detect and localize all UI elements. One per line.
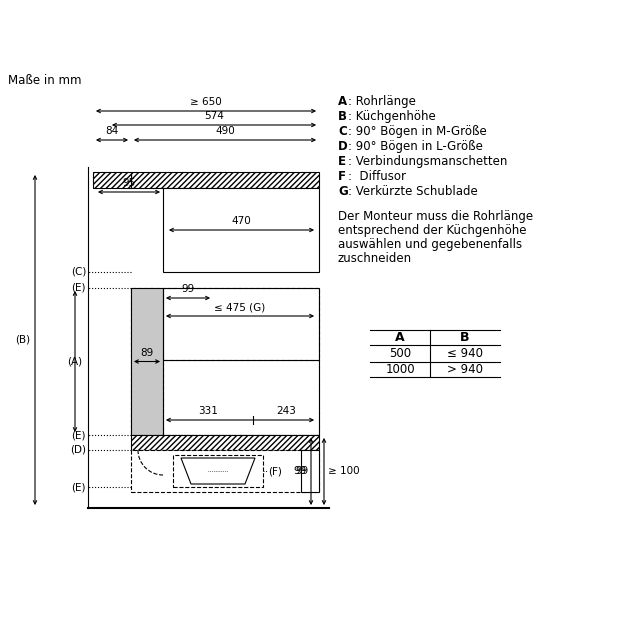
Text: D: D xyxy=(338,140,348,153)
Text: : 90° Bögen in M-Größe: : 90° Bögen in M-Größe xyxy=(348,125,487,138)
Text: G: G xyxy=(338,185,348,198)
Text: 99: 99 xyxy=(296,467,309,477)
Bar xyxy=(131,172,319,188)
Text: ≥ 100: ≥ 100 xyxy=(328,467,360,477)
Bar xyxy=(163,188,319,272)
Bar xyxy=(131,288,163,435)
Polygon shape xyxy=(181,458,255,484)
Text: (B): (B) xyxy=(15,335,30,345)
Text: :  Diffusor: : Diffusor xyxy=(348,170,406,183)
Text: 89: 89 xyxy=(140,348,154,358)
Text: : Küchgenhöhe: : Küchgenhöhe xyxy=(348,110,436,123)
Text: 470: 470 xyxy=(232,216,252,226)
Text: A: A xyxy=(395,331,405,344)
Text: (F): (F) xyxy=(268,466,282,476)
Text: Maße in mm: Maße in mm xyxy=(8,74,81,86)
Text: 99: 99 xyxy=(181,284,195,294)
Text: : Rohrlänge: : Rohrlänge xyxy=(348,95,416,108)
Text: ≤ 940: ≤ 940 xyxy=(447,347,483,360)
Text: 1000: 1000 xyxy=(385,363,415,376)
Bar xyxy=(93,172,131,188)
Text: (A): (A) xyxy=(67,356,83,367)
Text: : 90° Bögen in L-Größe: : 90° Bögen in L-Größe xyxy=(348,140,483,153)
Text: (D): (D) xyxy=(70,445,86,455)
Text: (C): (C) xyxy=(70,267,86,277)
Text: 99: 99 xyxy=(294,467,307,477)
Text: 84: 84 xyxy=(106,126,118,136)
Bar xyxy=(173,455,263,487)
Text: : Verkürzte Schublade: : Verkürzte Schublade xyxy=(348,185,477,198)
Bar xyxy=(131,435,319,450)
Text: 574: 574 xyxy=(204,111,224,121)
Bar xyxy=(163,288,319,360)
Text: ≤ 475 (G): ≤ 475 (G) xyxy=(214,302,266,312)
Text: Der Monteur muss die Rohrlänge: Der Monteur muss die Rohrlänge xyxy=(338,210,533,223)
Text: ≥ 650: ≥ 650 xyxy=(190,97,222,107)
Text: 95: 95 xyxy=(122,178,136,188)
Bar xyxy=(301,450,319,492)
Text: : Verbindungsmanschetten: : Verbindungsmanschetten xyxy=(348,155,508,168)
Text: entsprechend der Küchgenhöhe: entsprechend der Küchgenhöhe xyxy=(338,224,527,237)
Bar xyxy=(131,288,319,435)
Text: (E): (E) xyxy=(72,430,86,440)
Text: 490: 490 xyxy=(215,126,235,136)
Bar xyxy=(131,450,319,492)
Text: 500: 500 xyxy=(389,347,411,360)
Text: C: C xyxy=(338,125,347,138)
Text: B: B xyxy=(338,110,347,123)
Text: > 940: > 940 xyxy=(447,363,483,376)
Text: 331: 331 xyxy=(198,406,218,416)
Text: auswählen und gegebenenfalls: auswählen und gegebenenfalls xyxy=(338,238,522,251)
Text: B: B xyxy=(460,331,470,344)
Bar xyxy=(163,360,319,435)
Text: (E): (E) xyxy=(72,283,86,293)
Text: zuschneiden: zuschneiden xyxy=(338,252,412,265)
Text: A: A xyxy=(338,95,347,108)
Text: E: E xyxy=(338,155,346,168)
Text: (E): (E) xyxy=(72,482,86,492)
Text: 243: 243 xyxy=(276,406,296,416)
Text: F: F xyxy=(338,170,346,183)
